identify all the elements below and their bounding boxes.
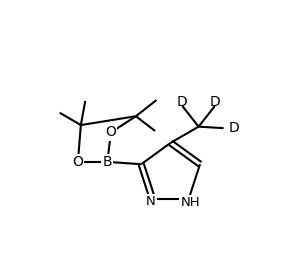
Text: O: O: [73, 155, 83, 169]
Text: O: O: [105, 125, 116, 139]
Text: B: B: [103, 155, 112, 169]
Text: N: N: [146, 195, 156, 208]
Text: D: D: [229, 121, 240, 135]
Text: D: D: [209, 95, 220, 109]
Text: D: D: [177, 95, 188, 109]
Text: NH: NH: [180, 196, 200, 209]
